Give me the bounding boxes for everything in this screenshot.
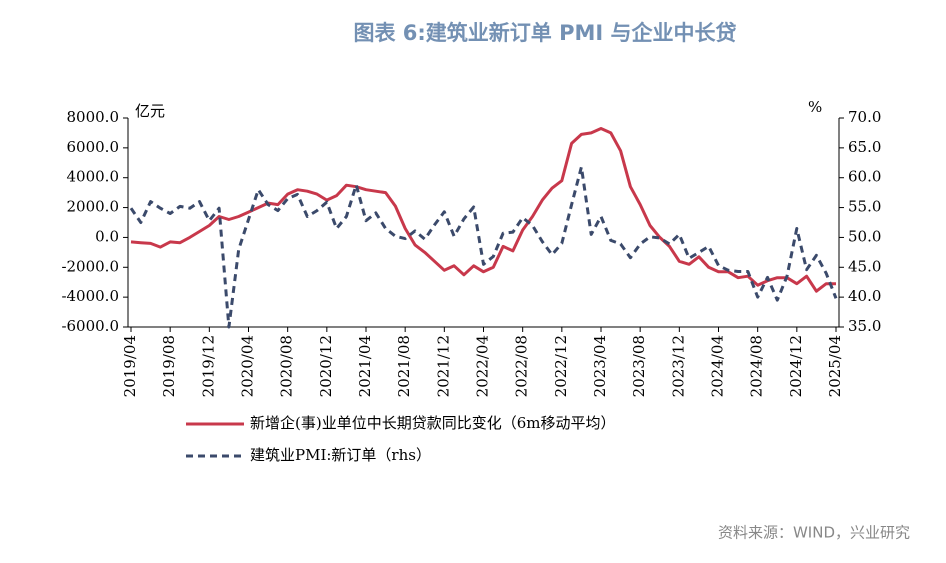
x-tick-label: 2020/04 <box>239 335 257 397</box>
y-tick-label: -6000.0 <box>61 317 119 335</box>
source: 资料来源：WIND，兴业研究 <box>718 524 910 542</box>
x-tick-label: 2022/08 <box>513 335 531 397</box>
y-tick-label: 4000.0 <box>67 168 120 186</box>
x-tick-label: 2025/04 <box>826 335 844 397</box>
x-tick-label: 2022/12 <box>552 335 570 397</box>
x-tick-label: 2023/12 <box>669 335 687 397</box>
y2-tick-label: 35.0 <box>848 317 881 335</box>
series-line <box>130 127 836 293</box>
legend-label: 建筑业PMI:新订单（rhs） <box>250 446 431 464</box>
x-tick-label: 2024/08 <box>748 335 766 397</box>
x-tick-label: 2024/12 <box>787 335 805 397</box>
y-tick-label: 0.0 <box>95 227 119 245</box>
x-tick-label: 2024/04 <box>709 335 727 397</box>
legend-label: 新增企(事)业单位中长期贷款同比变化（6m移动平均） <box>250 414 615 432</box>
y-tick-label: -2000.0 <box>61 257 119 275</box>
y-tick-label: 6000.0 <box>67 138 120 156</box>
chart-title: 图表 6:建筑业新订单 PMI 与企业中长贷 <box>353 21 736 45</box>
x-tick-label: 2019/08 <box>160 335 178 397</box>
y-tick-label: 8000.0 <box>67 108 120 126</box>
y-tick-label: -4000.0 <box>61 287 119 305</box>
x-tick-label: 2021/08 <box>395 335 413 397</box>
x-tick-label: 2022/04 <box>474 335 492 397</box>
y2-axis-label: % <box>808 98 822 116</box>
series-line <box>129 165 838 329</box>
x-tick-label: 2020/08 <box>278 335 296 397</box>
y2-tick-label: 70.0 <box>848 108 881 126</box>
y2-tick-label: 45.0 <box>848 257 881 275</box>
x-tick-label: 2020/12 <box>317 335 335 397</box>
y2-tick-label: 40.0 <box>848 287 881 305</box>
x-tick-label: 2023/04 <box>591 335 609 397</box>
y-axis-label: 亿元 <box>135 102 165 120</box>
x-tick-label: 2019/12 <box>199 335 217 397</box>
y2-tick-label: 50.0 <box>848 227 881 245</box>
x-tick-label: 2021/04 <box>356 335 374 397</box>
x-tick-label: 2021/12 <box>434 335 452 397</box>
y2-tick-label: 55.0 <box>848 198 881 216</box>
x-tick-label: 2019/04 <box>121 335 139 397</box>
y-tick-label: 2000.0 <box>67 198 120 216</box>
y2-tick-label: 65.0 <box>848 138 881 156</box>
x-tick-label: 2023/08 <box>630 335 648 397</box>
y2-tick-label: 60.0 <box>848 168 881 186</box>
